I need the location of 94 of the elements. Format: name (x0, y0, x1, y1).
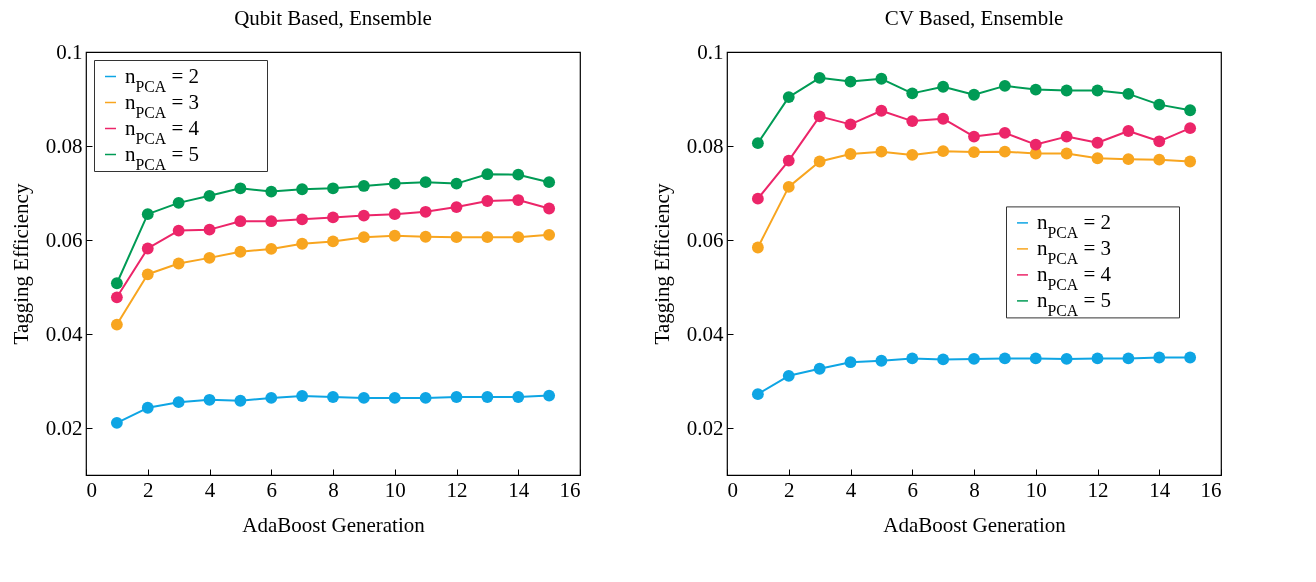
point (327, 391, 339, 403)
point (265, 392, 278, 404)
x-tick-label: 2 (143, 477, 154, 502)
point (234, 215, 247, 228)
point (296, 183, 309, 196)
point (141, 208, 154, 221)
y-tick-label: 0.08 (45, 133, 83, 158)
x-axis-title: AdaBoost Generation (883, 512, 1067, 537)
point (419, 176, 432, 189)
x-tick-label: 16 (1200, 477, 1222, 502)
chart-title: Qubit Based, Ensemble (234, 6, 432, 30)
point (357, 231, 370, 244)
y-tick-label: 0.02 (45, 415, 83, 440)
x-tick-label: 16 (559, 477, 581, 502)
y-tick-label: 0.06 (45, 227, 83, 252)
y-tick-label: 0.08 (686, 133, 724, 158)
point (543, 202, 556, 215)
point (172, 396, 185, 409)
y-tick-label: 0.04 (45, 321, 83, 346)
point (512, 231, 525, 244)
point (481, 231, 494, 244)
point (327, 211, 339, 224)
point (203, 223, 216, 236)
point (141, 242, 154, 255)
point (110, 318, 123, 331)
point (512, 168, 525, 181)
x-tick-label: 14 (508, 477, 530, 502)
point (450, 231, 463, 244)
point (450, 391, 463, 403)
x-tick-label: 12 (446, 477, 468, 502)
y-axis-title: Tagging Efficiency (8, 183, 33, 345)
point (543, 389, 556, 402)
y-tick-label: 0.06 (686, 227, 724, 252)
point (388, 177, 401, 190)
y-tick-label: 0.04 (686, 321, 724, 346)
point (388, 392, 401, 404)
point (296, 390, 309, 402)
y-tick-label: 0.1 (56, 39, 83, 64)
chart-title: CV Based, Ensemble (884, 6, 1064, 30)
x-tick-label: 0 (727, 477, 738, 502)
x-tick-label: 10 (384, 477, 406, 502)
x-tick-label: 12 (1087, 477, 1109, 502)
point (110, 277, 123, 290)
point (543, 176, 556, 189)
point (450, 201, 463, 213)
point (388, 229, 401, 242)
x-tick-label: 6 (266, 477, 277, 502)
point (265, 243, 278, 255)
point (203, 393, 216, 406)
x-tick-label: 10 (1025, 477, 1047, 502)
point (265, 215, 278, 228)
point (234, 394, 247, 407)
point (296, 237, 309, 250)
point (512, 391, 525, 403)
point (203, 189, 216, 202)
point (172, 257, 185, 270)
point (141, 268, 154, 281)
point (110, 291, 123, 304)
point (512, 194, 525, 206)
x-tick-label: 8 (328, 477, 339, 502)
point (419, 392, 432, 404)
x-tick-label: 8 (969, 477, 980, 502)
x-tick-label: 14 (1149, 477, 1171, 502)
point (172, 196, 185, 209)
y-tick-label: 0.02 (686, 415, 724, 440)
y-axis-title: Tagging Efficiency (649, 183, 674, 345)
point (450, 177, 463, 190)
point (296, 213, 309, 226)
x-tick-label: 6 (907, 477, 918, 502)
point (172, 224, 185, 237)
point (327, 182, 339, 195)
point (203, 251, 216, 264)
point (419, 205, 432, 218)
point (388, 208, 401, 221)
x-tick-label: 4 (845, 477, 857, 502)
x-tick-label: 0 (86, 477, 97, 502)
x-tick-label: 2 (784, 477, 795, 502)
y-tick-label: 0.1 (697, 39, 724, 64)
point (357, 392, 370, 404)
x-axis-title: AdaBoost Generation (242, 512, 426, 537)
point (481, 168, 494, 181)
point (234, 245, 247, 258)
point (481, 195, 494, 207)
point (419, 230, 432, 243)
point (481, 391, 494, 403)
point (110, 416, 123, 429)
point (543, 228, 556, 241)
point (357, 180, 370, 192)
x-tick-label: 4 (204, 477, 216, 502)
point (265, 185, 278, 198)
point (327, 235, 339, 248)
point (357, 209, 370, 222)
point (141, 401, 154, 414)
point (234, 182, 247, 195)
